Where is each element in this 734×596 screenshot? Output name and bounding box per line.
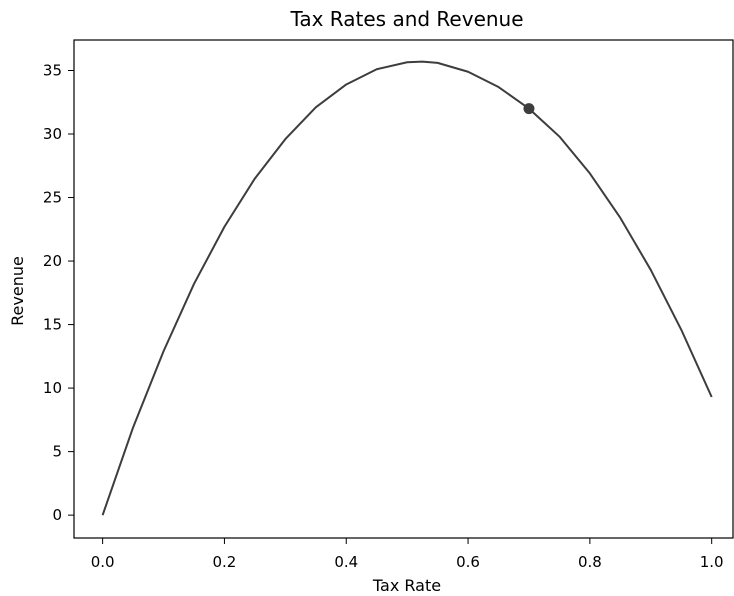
y-tick-label-6: 30 xyxy=(43,125,62,143)
y-tick-label-3: 15 xyxy=(43,316,62,334)
y-tick-label-0: 0 xyxy=(52,506,62,524)
x-tick-label-5: 1.0 xyxy=(700,553,724,571)
x-tick-label-2: 0.4 xyxy=(334,553,358,571)
y-tick-label-5: 25 xyxy=(43,189,62,207)
series-layer xyxy=(101,60,713,516)
plot-area xyxy=(73,39,734,539)
highlight-point xyxy=(523,103,535,115)
y-tick-label-4: 20 xyxy=(43,252,62,270)
x-tick-label-4: 0.8 xyxy=(578,553,602,571)
y-tick-label-1: 5 xyxy=(52,443,62,461)
axes-frame xyxy=(73,39,734,539)
x-tick-label-1: 0.2 xyxy=(213,553,237,571)
x-tick-label-3: 0.6 xyxy=(456,553,480,571)
y-tick-label-7: 35 xyxy=(43,61,62,79)
y-axis-label: Revenue xyxy=(8,256,27,326)
y-axis-ticks: 0 5 10 15 20 25 30 35 xyxy=(43,61,74,524)
series-line-0 xyxy=(101,60,713,516)
x-axis-label: Tax Rate xyxy=(372,576,441,595)
y-tick-label-2: 10 xyxy=(43,379,62,397)
chart-title: Tax Rates and Revenue xyxy=(289,7,523,31)
x-axis-ticks: 0.0 0.2 0.4 0.6 0.8 1.0 xyxy=(91,538,724,571)
x-tick-label-0: 0.0 xyxy=(91,553,115,571)
